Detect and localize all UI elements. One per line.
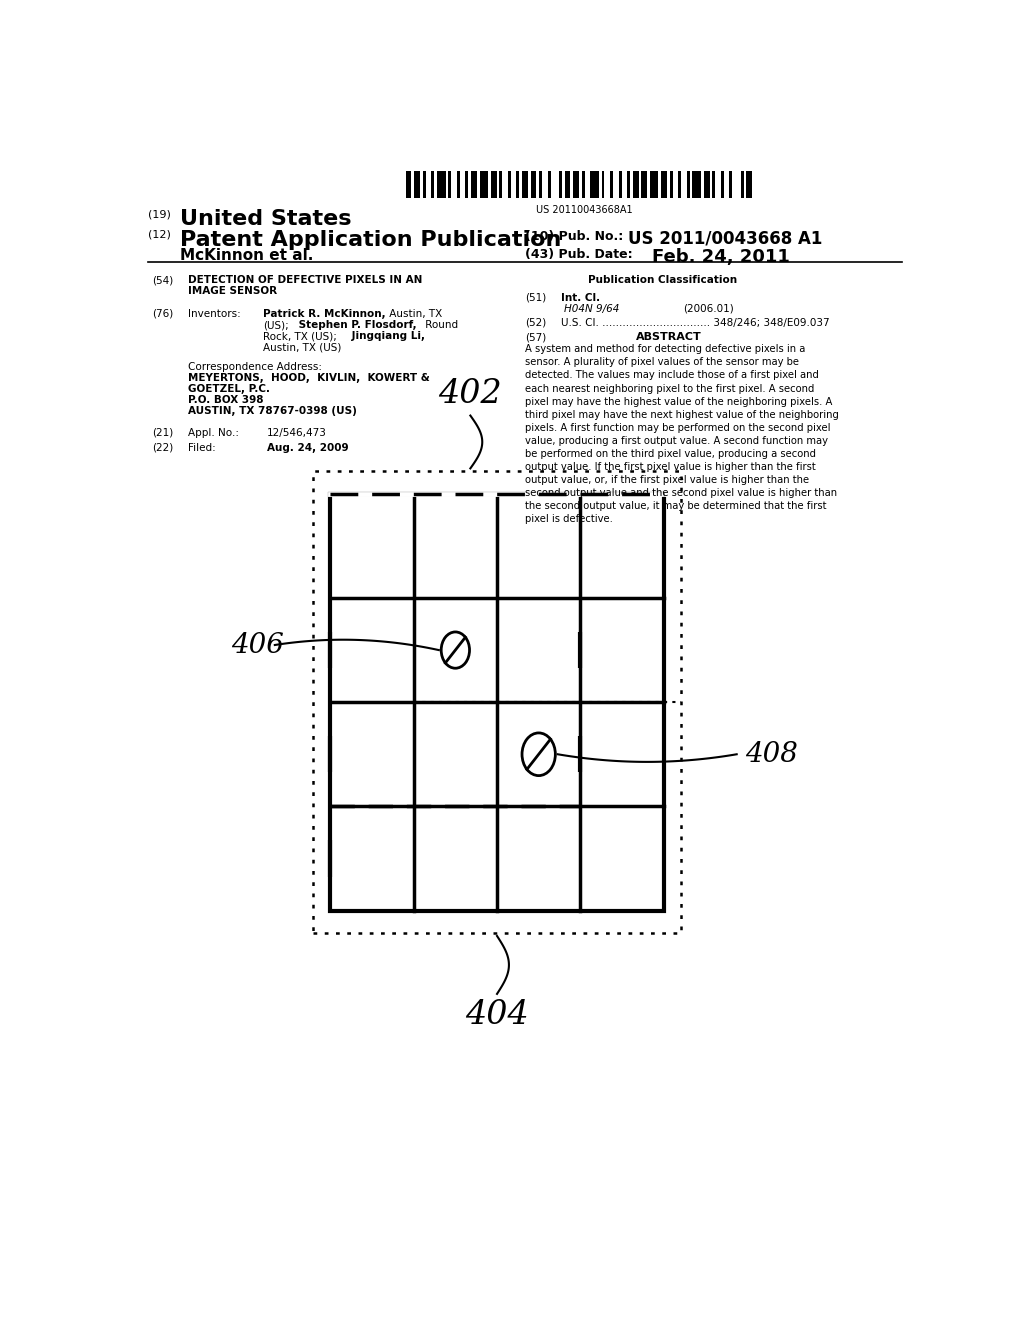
Text: Patent Application Publication: Patent Application Publication [179,230,561,249]
Bar [565,172,570,198]
Text: MEYERTONS,  HOOD,  KIVLIN,  KOWERT &: MEYERTONS, HOOD, KIVLIN, KOWERT & [187,372,429,383]
Text: Appl. No.:: Appl. No.: [187,428,239,438]
Text: Stephen P. Flosdorf,: Stephen P. Flosdorf, [295,319,417,330]
Bar [721,172,724,198]
Bar [449,172,452,198]
Text: Correspondence Address:: Correspondence Address: [187,362,322,372]
Text: IMAGE SENSOR: IMAGE SENSOR [187,286,276,297]
Text: 12/546,473: 12/546,473 [267,428,327,438]
Text: (2006.01): (2006.01) [684,304,734,314]
Bar [479,172,488,198]
Bar [437,172,445,198]
Text: US 20110043668A1: US 20110043668A1 [536,205,633,215]
Bar [471,172,477,198]
Text: (21): (21) [152,428,173,438]
Text: (76): (76) [152,309,173,319]
Text: (19): (19) [147,210,171,219]
Bar [508,172,511,198]
Text: (54): (54) [152,276,173,285]
Text: 404: 404 [465,999,529,1031]
Bar [703,172,710,198]
Bar [618,172,622,198]
Bar [423,172,426,198]
Text: Patrick R. McKinnon,: Patrick R. McKinnon, [263,309,386,319]
Text: (57): (57) [524,333,546,342]
Bar [678,172,681,198]
Bar [415,172,420,198]
Bar [559,172,562,198]
Text: DETECTION OF DEFECTIVE PIXELS IN AN: DETECTION OF DEFECTIVE PIXELS IN AN [187,276,422,285]
Bar [729,172,732,198]
Text: (51): (51) [524,293,546,302]
Bar [540,172,542,198]
Text: Feb. 24, 2011: Feb. 24, 2011 [652,248,790,265]
Text: Round: Round [422,319,458,330]
Bar [490,172,497,198]
Bar [713,172,715,198]
Text: Rock, TX (US);: Rock, TX (US); [263,331,337,341]
Bar [548,172,551,198]
Bar [431,172,434,198]
Bar [522,172,527,198]
Text: Inventors:: Inventors: [187,309,241,319]
Bar [610,172,613,198]
Text: US 2011/0043668 A1: US 2011/0043668 A1 [628,230,822,248]
Bar [602,172,604,198]
Bar [662,172,667,198]
Text: H04N 9/64: H04N 9/64 [564,304,620,314]
Text: (10) Pub. No.:: (10) Pub. No.: [524,230,623,243]
Bar [670,172,673,198]
Bar [627,172,630,198]
Bar [406,172,412,198]
Bar [633,172,639,198]
Bar [516,172,519,198]
Bar [687,172,689,198]
Text: U.S. Cl. ................................ 348/246; 348/E09.037: U.S. Cl. ...............................… [560,318,829,327]
Text: 406: 406 [231,631,284,659]
Bar [692,172,701,198]
Bar [465,172,468,198]
Text: ABSTRACT: ABSTRACT [636,333,701,342]
Text: Austin, TX (US): Austin, TX (US) [263,342,341,352]
Bar [530,172,537,198]
Text: Aug. 24, 2009: Aug. 24, 2009 [267,444,348,453]
Bar [457,172,460,198]
Text: A system and method for detecting defective pixels in a
sensor. A plurality of p: A system and method for detecting defect… [524,345,839,524]
Text: (52): (52) [524,318,546,327]
Text: McKinnon et al.: McKinnon et al. [179,248,313,263]
Text: United States: United States [179,210,351,230]
Text: (US);: (US); [263,319,289,330]
Bar [500,172,503,198]
Bar [331,494,664,911]
Bar [590,172,599,198]
Text: (22): (22) [152,444,173,453]
Text: Jingqiang Li,: Jingqiang Li, [348,331,425,341]
Text: GOETZEL, P.C.: GOETZEL, P.C. [187,384,269,395]
Bar [573,172,579,198]
Bar [313,471,681,933]
Bar [641,172,647,198]
Text: AUSTIN, TX 78767-0398 (US): AUSTIN, TX 78767-0398 (US) [187,407,356,416]
Text: Publication Classification: Publication Classification [588,276,737,285]
Text: 402: 402 [438,379,502,411]
Text: Austin, TX: Austin, TX [386,309,442,319]
Text: (43) Pub. Date:: (43) Pub. Date: [524,248,633,261]
Text: Int. Cl.: Int. Cl. [560,293,600,302]
Text: (12): (12) [147,230,171,239]
Bar [650,172,658,198]
Bar [582,172,585,198]
Text: 408: 408 [744,741,798,768]
Text: Filed:: Filed: [187,444,215,453]
Bar [740,172,743,198]
Bar [746,172,752,198]
Text: P.O. BOX 398: P.O. BOX 398 [187,395,263,405]
